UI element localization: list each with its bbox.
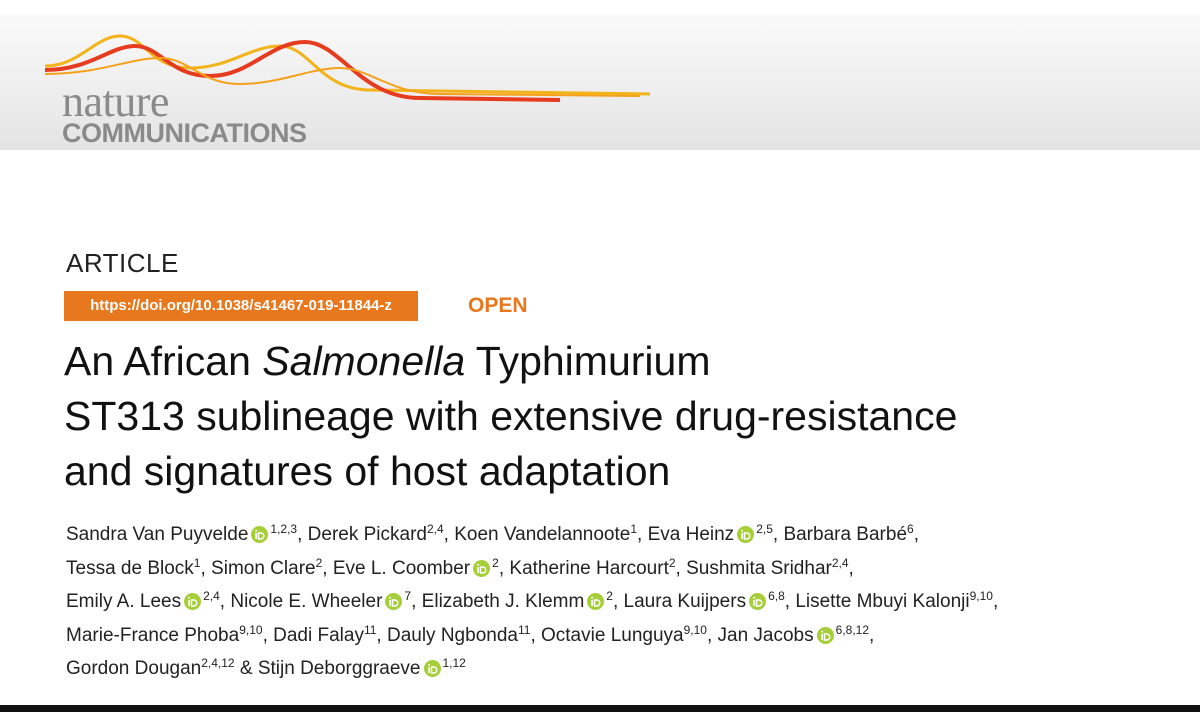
journal-name: COMMUNICATIONS <box>62 118 307 148</box>
affiliation: 2 <box>668 555 676 570</box>
author-name: Derek Pickard <box>307 524 427 545</box>
title-text: and signatures of host adaptation <box>64 448 671 494</box>
orcid-icon[interactable] <box>473 559 491 577</box>
author-name: Jan Jacobs <box>717 624 814 646</box>
separator: , <box>200 557 206 579</box>
affiliation: 1 <box>193 555 201 570</box>
separator: , <box>411 591 417 612</box>
affiliation: 9,10 <box>239 622 263 637</box>
orcid-icon[interactable] <box>587 593 605 610</box>
separator: , <box>612 591 619 612</box>
author-line: Gordon Dougan2,4,12 & Stijn Deborggraeve… <box>66 652 998 686</box>
doi-link[interactable]: https://doi.org/10.1038/s41467-019-11844… <box>64 291 418 321</box>
author-name: Eve L. Coomber <box>332 557 471 579</box>
separator: , <box>706 624 713 646</box>
orcid-icon[interactable] <box>385 593 403 610</box>
author-list: Sandra Van Puyvelde 1,2,3, Derek Pickard2… <box>66 518 998 686</box>
author-name: Barbara Barbé <box>783 524 908 545</box>
author-name: Tessa de Block <box>66 557 194 579</box>
affiliation: 7 <box>404 589 412 603</box>
affiliation: 6,8 <box>768 589 785 603</box>
separator: , <box>219 591 226 612</box>
separator: , <box>772 524 779 545</box>
separator: , <box>530 624 536 646</box>
affiliation: 2 <box>315 555 323 570</box>
title-line: An African Salmonella Typhimurium <box>64 334 957 389</box>
affiliation: 1,2,3 <box>270 522 298 536</box>
affiliation: 2,4 <box>203 589 220 603</box>
conjunction: & <box>239 658 253 679</box>
separator: , <box>848 557 854 579</box>
separator: , <box>637 524 643 545</box>
orcid-icon[interactable] <box>749 593 767 610</box>
affiliation: 11 <box>517 622 531 637</box>
separator: , <box>297 524 303 545</box>
author-line: Tessa de Block1, Simon Clare2, Eve L. Co… <box>66 552 998 586</box>
title-line: ST313 sublineage with extensive drug-res… <box>64 389 957 444</box>
orcid-icon[interactable] <box>251 526 269 543</box>
author-line: Emily A. Lees 2,4, Nicole E. Wheeler 7, El… <box>66 585 998 619</box>
open-access: OPEN <box>468 294 528 317</box>
author-name: Lisette Mbuyi Kalonji <box>795 591 970 612</box>
author-name: Koen Vandelannoote <box>454 524 631 545</box>
title-text: Salmonella <box>262 338 466 384</box>
orcid-icon[interactable] <box>423 660 441 677</box>
author-line: Sandra Van Puyvelde 1,2,3, Derek Pickard2… <box>66 518 998 552</box>
affiliation: 6 <box>907 522 914 536</box>
affiliation: 6,8,12 <box>835 622 870 637</box>
author-name: Emily A. Lees <box>66 591 182 612</box>
author-name: Dauly Ngbonda <box>386 624 518 646</box>
orcid-icon[interactable] <box>816 626 834 644</box>
author-name: Dadi Falay <box>273 624 364 646</box>
orcid-icon[interactable] <box>184 593 202 610</box>
orcid-icon[interactable] <box>737 526 755 543</box>
affiliation: 2,4 <box>426 522 444 536</box>
affiliation: 9,10 <box>969 589 993 603</box>
separator: , <box>913 524 919 545</box>
separator: , <box>675 557 681 579</box>
author-line: Marie-France Phoba9,10, Dadi Falay11, Da… <box>66 619 998 653</box>
separator: , <box>869 624 875 646</box>
title-text: An African <box>64 338 251 384</box>
separator: , <box>784 591 791 612</box>
affiliation: 2 <box>606 589 613 603</box>
author-name: Sandra Van Puyvelde <box>66 524 249 545</box>
affiliation: 2,4,12 <box>201 656 235 670</box>
author-name: Simon Clare <box>211 557 316 579</box>
article-title: An African Salmonella Typhimurium ST313 s… <box>64 334 957 499</box>
separator: , <box>322 557 328 579</box>
separator: , <box>443 524 449 545</box>
separator: , <box>376 624 382 646</box>
author-name: Katherine Harcourt <box>509 557 669 579</box>
separator: , <box>992 591 999 612</box>
logo-waves <box>44 34 651 102</box>
title-line: and signatures of host adaptation <box>64 444 957 499</box>
affiliation: 9,10 <box>683 622 707 637</box>
affiliation: 2 <box>492 555 499 570</box>
affiliation: 1,12 <box>442 656 466 670</box>
separator: , <box>262 624 268 646</box>
divider <box>0 705 1200 712</box>
author-name: Eva Heinz <box>647 524 735 545</box>
journal-header: nature COMMUNICATIONS <box>0 0 1200 150</box>
separator: , <box>498 557 505 579</box>
author-name: Laura Kuijpers <box>623 591 747 612</box>
affiliation: 11 <box>363 622 377 637</box>
journal-name: nature <box>62 77 169 126</box>
article-type: ARTICLE <box>66 248 179 278</box>
title-text: ST313 sublineage with extensive drug-res… <box>64 393 958 439</box>
affiliation: 2,5 <box>756 522 773 536</box>
author-name: Elizabeth J. Klemm <box>421 591 585 612</box>
author-name: Marie-France Phoba <box>66 624 240 646</box>
affiliation: 2,4 <box>831 555 849 570</box>
author-name: Octavie Lunguya <box>541 624 684 646</box>
affiliation: 1 <box>630 522 638 536</box>
author-name: Gordon Dougan <box>66 658 202 679</box>
author-name: Sushmita Sridhar <box>686 557 832 579</box>
title-text: Typhimurium <box>475 338 711 384</box>
author-name: Nicole E. Wheeler <box>230 591 383 612</box>
author-name: Stijn Deborggraeve <box>257 658 421 679</box>
